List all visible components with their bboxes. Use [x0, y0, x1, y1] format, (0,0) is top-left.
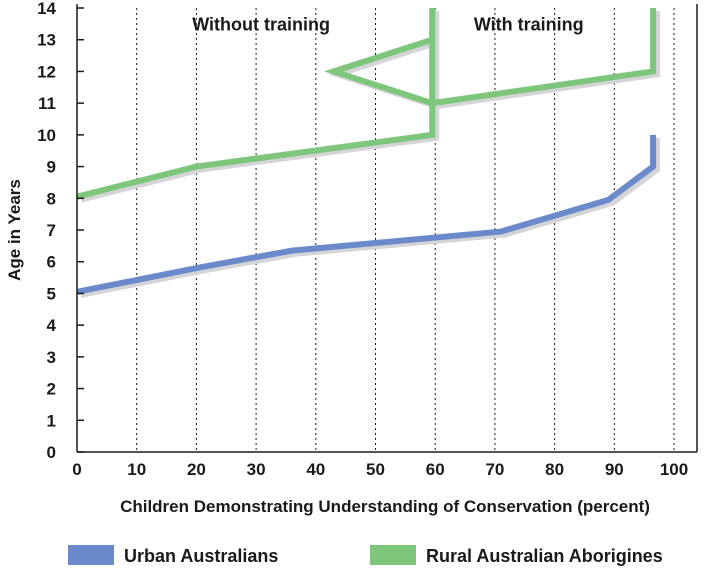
series-shadow-0 — [80, 137, 661, 298]
legend-label-1: Rural Australian Aborigines — [426, 546, 663, 566]
grid-lines — [136, 8, 675, 452]
x-tick-label-60: 60 — [426, 460, 445, 479]
x-tick-label-50: 50 — [366, 460, 385, 479]
axes — [76, 4, 698, 453]
y-tick-label-5: 5 — [47, 284, 56, 303]
y-tick-label-8: 8 — [47, 189, 56, 208]
y-tick-label-0: 0 — [47, 443, 56, 462]
x-axis-title: Children Demonstrating Understanding of … — [120, 497, 650, 516]
legend-label-0: Urban Australians — [124, 546, 278, 566]
annotation-1: With training — [474, 15, 584, 35]
x-tick-label-20: 20 — [187, 460, 206, 479]
y-tick-label-11: 11 — [38, 94, 56, 113]
y-tick-label-9: 9 — [47, 158, 56, 177]
annotations: Without training With training — [192, 15, 583, 35]
x-tick-label-0: 0 — [72, 460, 81, 479]
y-tick-label-3: 3 — [47, 348, 56, 367]
x-tick-labels: 0 10 20 30 40 50 60 70 80 90 100 — [72, 460, 688, 479]
y-tick-label-13: 13 — [37, 31, 56, 50]
y-tick-label-12: 12 — [37, 62, 56, 81]
y-tick-label-7: 7 — [47, 221, 56, 240]
x-tick-label-70: 70 — [485, 460, 504, 479]
y-tick-label-10: 10 — [37, 126, 56, 145]
y-tick-label-2: 2 — [47, 380, 56, 399]
x-tick-label-10: 10 — [127, 460, 146, 479]
annotation-0: Without training — [192, 15, 330, 35]
y-tick-label-4: 4 — [47, 316, 57, 335]
y-tick-label-6: 6 — [47, 253, 56, 272]
x-tick-label-80: 80 — [545, 460, 564, 479]
legend: Urban Australians Rural Australian Aborig… — [68, 545, 663, 566]
y-axis-title: Age in Years — [5, 179, 24, 281]
series-line-1 — [76, 8, 657, 200]
series-shadows — [80, 11, 661, 298]
series-lines — [76, 8, 657, 295]
legend-swatch-0 — [68, 545, 114, 565]
y-tick-label-14: 14 — [37, 0, 56, 18]
x-tick-label-30: 30 — [247, 460, 266, 479]
series-shadow-1 — [80, 11, 661, 203]
series-line-0 — [76, 134, 657, 295]
x-tick-label-90: 90 — [605, 460, 624, 479]
x-tick-label-100: 100 — [660, 460, 688, 479]
x-tick-label-40: 40 — [306, 460, 325, 479]
y-tick-label-1: 1 — [47, 411, 56, 430]
legend-swatch-1 — [370, 545, 416, 565]
